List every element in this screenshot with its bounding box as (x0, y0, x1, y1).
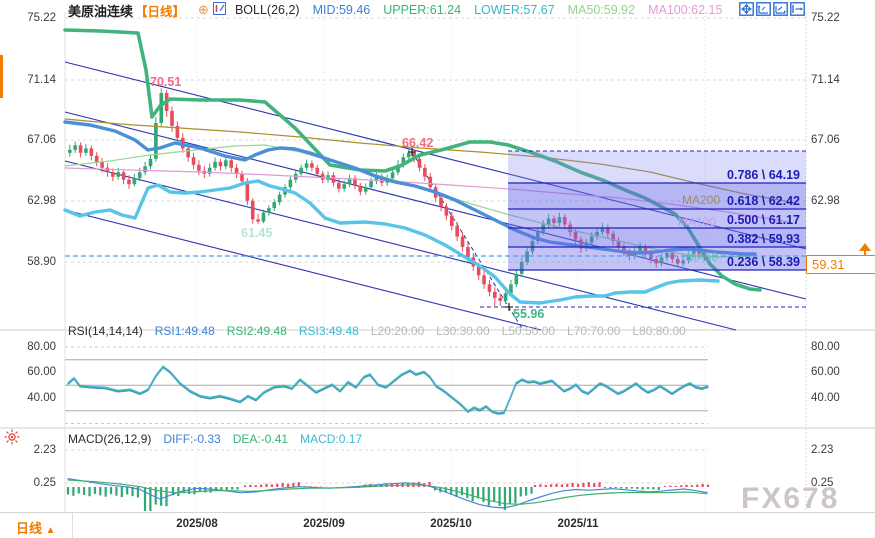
period-selector[interactable]: 【日线】 (135, 4, 186, 19)
bottom-bar: 日线 ▲ 2025/08 2025/09 2025/10 2025/11 (0, 512, 875, 538)
move-crosshair-icon[interactable] (739, 2, 754, 16)
rsi1-value: RSI1:49.48 (154, 324, 215, 338)
ma50-value: MA50:59.92 (567, 3, 636, 17)
macd-axis-left-label: 2.23 (33, 444, 56, 456)
fib-level-label: 0.500 \ 61.17 (727, 213, 800, 227)
swing-price-label: 61.45 (241, 226, 273, 240)
macd-axis-left-label: 0.25 (33, 477, 56, 489)
macd-axis-right-label: 2.23 (811, 444, 834, 456)
rsi2-value: RSI2:49.48 (226, 324, 287, 338)
price-axis-left-label: 75.22 (27, 12, 56, 24)
rsi-axis-left-label: 60.00 (27, 366, 56, 378)
chart-toolbar (739, 2, 805, 16)
rsi3-value: RSI3:49.48 (298, 324, 359, 338)
fib-level-label: 0.236 \ 58.39 (727, 255, 800, 269)
chart-header: 美原油连续 【日线】 ⊕ BOLL(26,2) MID:59.46 UPPER:… (68, 2, 735, 19)
price-axis-right-label: 67.06 (811, 134, 840, 146)
price-axis-left-label: 62.98 (27, 195, 56, 207)
rsi-level-l50: L50:50.00 (501, 324, 556, 338)
kline-type-icon[interactable] (212, 2, 226, 18)
rsi-level-l30: L30:30.00 (436, 324, 490, 338)
macd-dea-value: DEA:-0.41 (232, 432, 289, 446)
price-axis-left-label: 71.14 (27, 74, 56, 86)
swing-price-label: 66.42 (402, 136, 434, 150)
rsi-axis-left-label: 40.00 (27, 392, 56, 404)
add-indicator-icon[interactable]: ⊕ (198, 2, 209, 17)
boll-label: BOLL(26,2) (234, 3, 300, 17)
swing-price-label: 70.51 (150, 75, 182, 89)
swing-price-label: 55.96 (513, 307, 545, 321)
macd-hist-value: MACD:0.17 (300, 432, 363, 446)
left-edge-accent (0, 55, 3, 98)
boll-lower-value: LOWER:57.67 (474, 3, 555, 17)
macd-header: MACD(26,12,9) DIFF:-0.33 DEA:-0.41 MACD:… (68, 432, 374, 446)
fx678-watermark: FX678 (741, 482, 840, 515)
ma-line-tag: MA100 (677, 215, 716, 229)
scale-left-axis-icon[interactable] (756, 2, 771, 16)
ma-line-tag: MA200 (681, 193, 720, 207)
rsi-axis-right-label: 40.00 (811, 392, 840, 404)
current-price-tag: 59.31 (806, 255, 875, 274)
price-axis-right-label: 75.22 (811, 12, 840, 24)
price-axis-right-label: 62.98 (811, 195, 840, 207)
price-up-arrow-icon (858, 243, 872, 256)
date-axis-label: 2025/10 (430, 518, 472, 530)
rsi-axis-right-label: 60.00 (811, 366, 840, 378)
macd-diff-value: DIFF:-0.33 (163, 432, 221, 446)
rsi-level-l80: L80:80.00 (632, 324, 686, 338)
scale-right-axis-icon[interactable] (773, 2, 788, 16)
rsi-title: RSI(14,14,14) (68, 324, 143, 338)
symbol-name: 美原油连续 (68, 3, 134, 19)
boll-upper-value: UPPER:61.24 (383, 3, 462, 17)
macd-title: MACD(26,12,9) (68, 432, 152, 446)
boll-mid-value: MID:59.46 (312, 3, 371, 17)
price-axis-left-label: 58.90 (27, 256, 56, 268)
price-axis-left-label: 67.06 (27, 134, 56, 146)
rsi-level-l20: L20:20.00 (370, 324, 425, 338)
rsi-header: RSI(14,14,14) RSI1:49.48 RSI2:49.48 RSI3… (68, 324, 698, 338)
red-sun-icon[interactable] (4, 429, 20, 450)
macd-axis-right-label: 0.25 (811, 477, 834, 489)
date-axis-label: 2025/08 (176, 518, 218, 530)
fib-level-label: 0.618 \ 62.42 (727, 194, 800, 208)
collapse-panel-icon[interactable] (790, 2, 805, 16)
price-axis-right-label: 71.14 (811, 74, 840, 86)
ma100-value: MA100:62.15 (648, 3, 723, 17)
date-axis-label: 2025/11 (557, 518, 599, 530)
tab-daily[interactable]: 日线 ▲ (16, 521, 56, 536)
ma-line-tag: MA50 (686, 250, 718, 264)
date-axis-label: 2025/09 (303, 518, 345, 530)
rsi-level-l70: L70:70.00 (567, 324, 621, 338)
bottom-bar-divider (72, 513, 73, 538)
rsi-axis-left-label: 80.00 (27, 341, 56, 353)
rsi-axis-right-label: 80.00 (811, 341, 840, 353)
fib-level-label: 0.382 \ 59.93 (727, 232, 800, 246)
fib-level-label: 0.786 \ 64.19 (727, 168, 800, 182)
